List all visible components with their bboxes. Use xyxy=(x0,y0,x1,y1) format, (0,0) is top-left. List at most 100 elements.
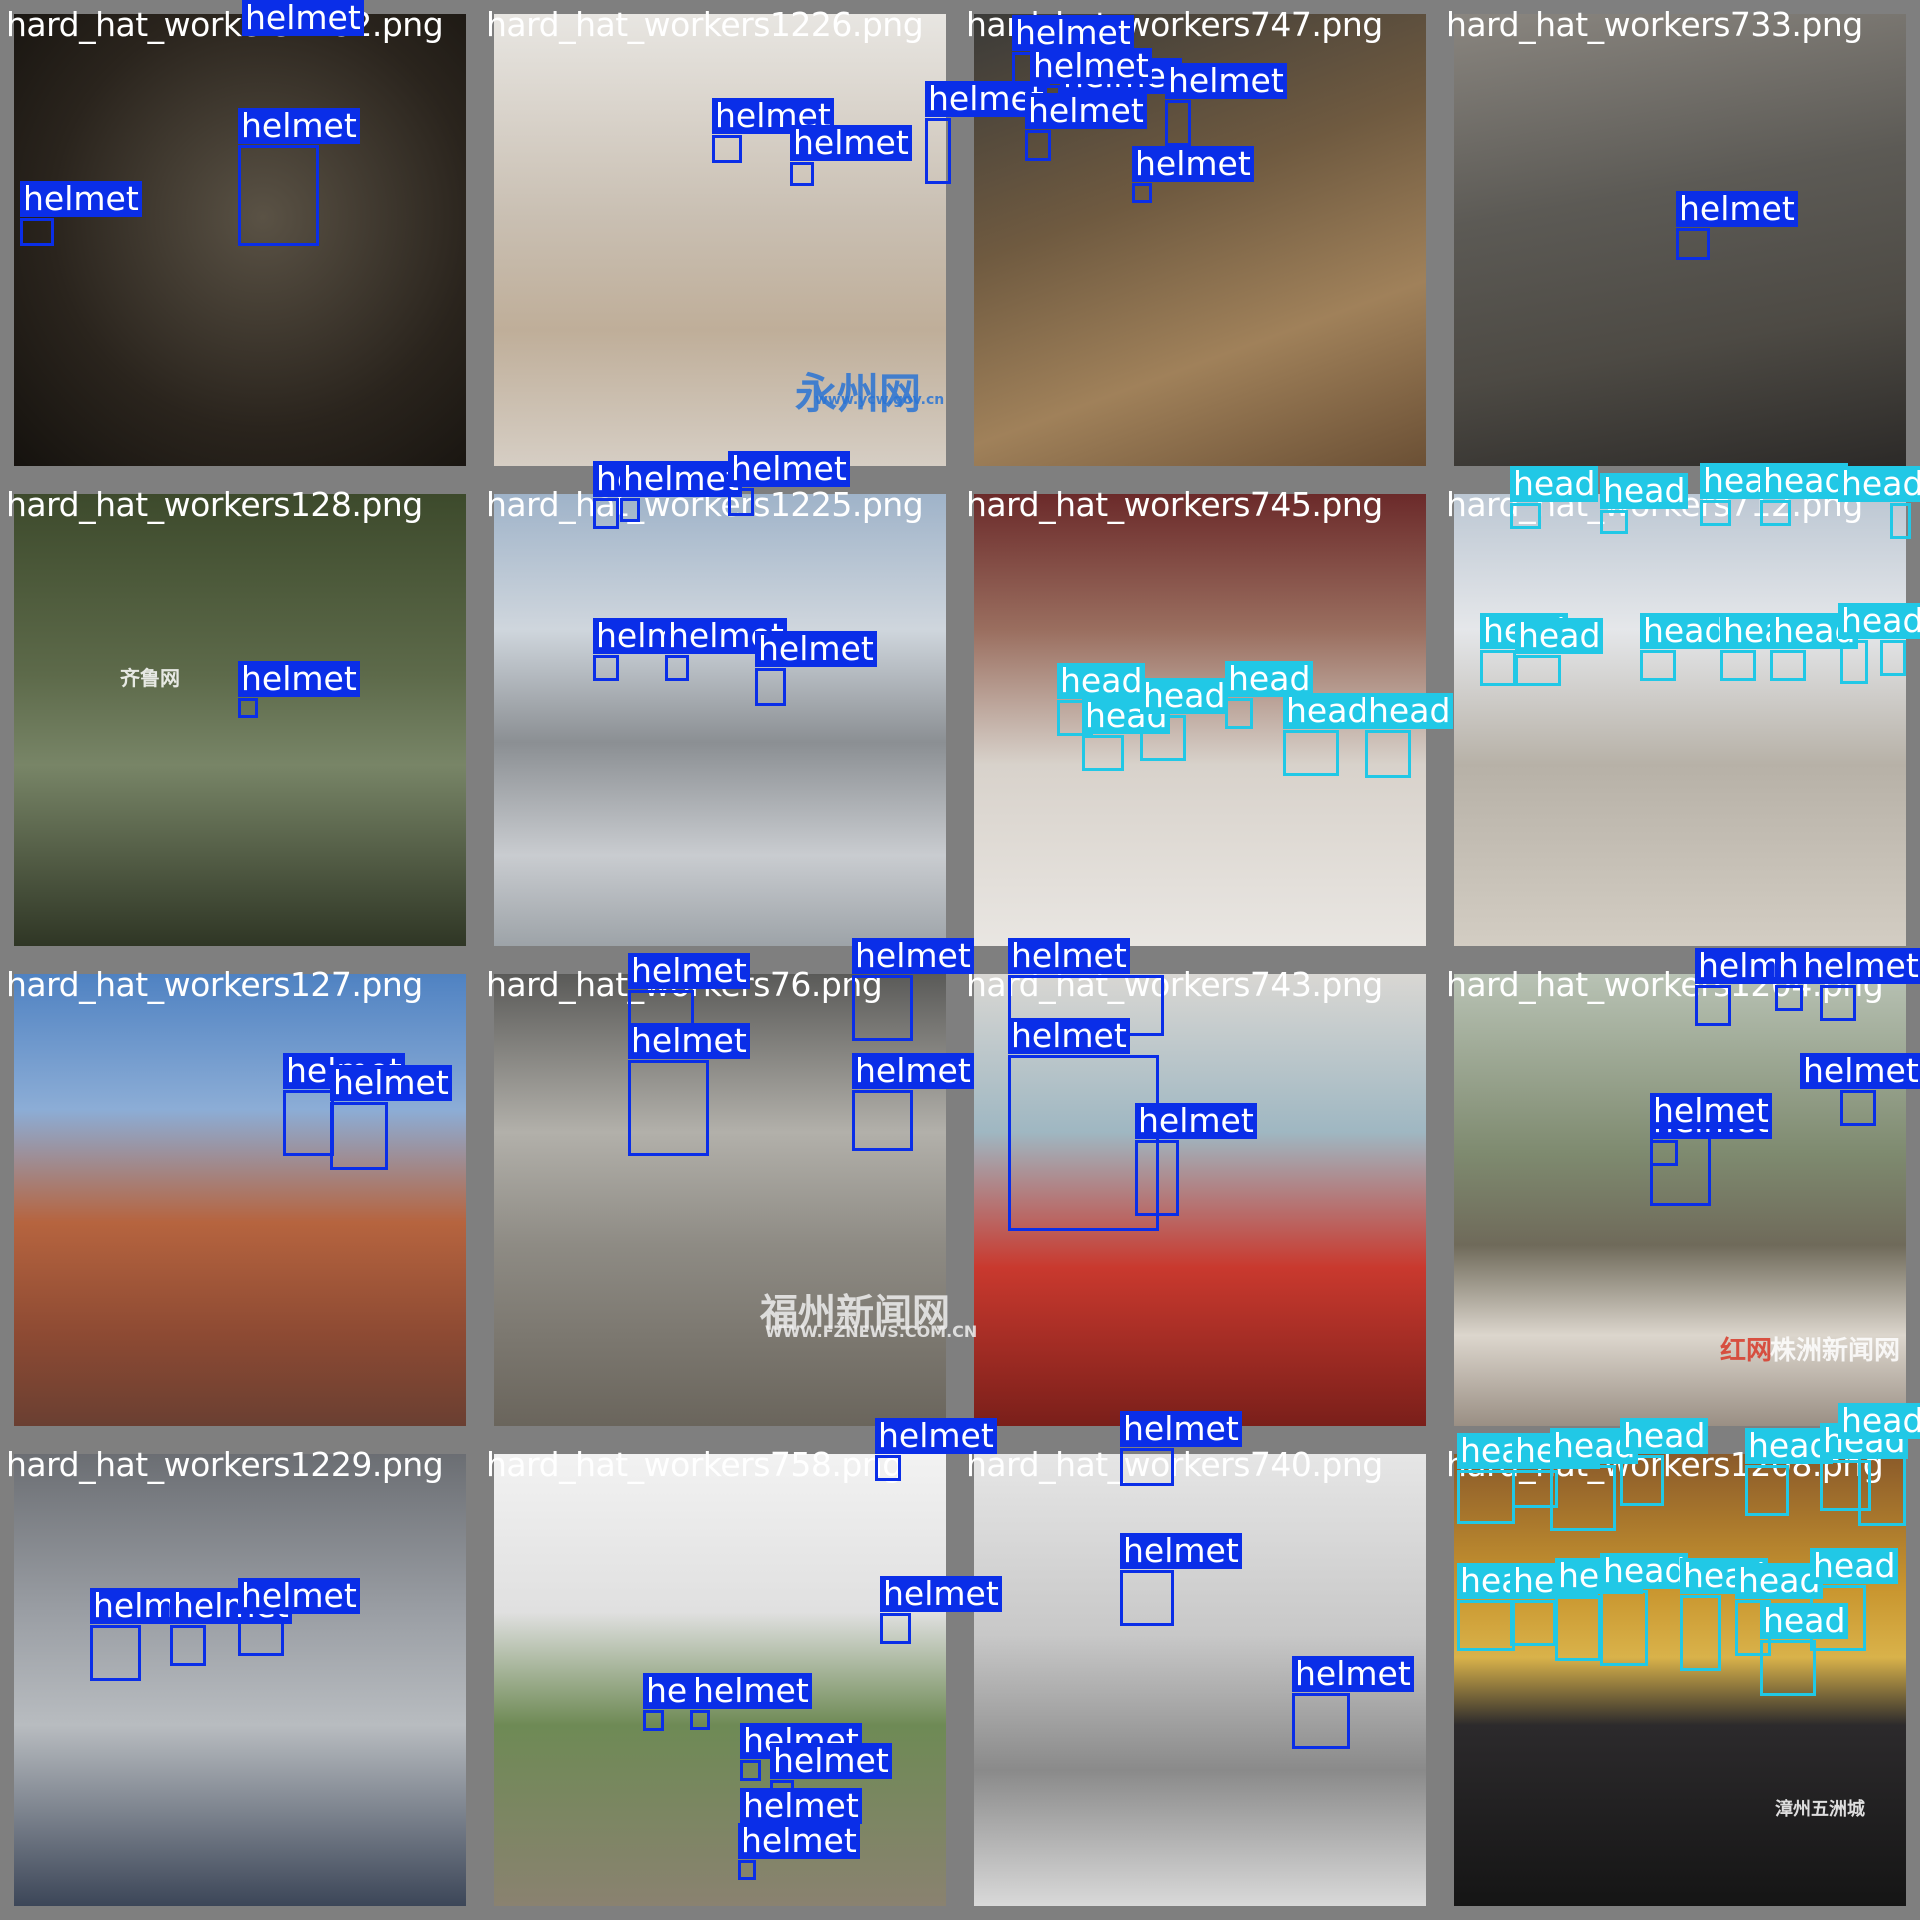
watermark-text: 福州新闻网 xyxy=(760,1291,951,1335)
helmet-detection-box xyxy=(1135,1140,1179,1216)
tile-photo xyxy=(494,14,946,466)
helmet-detection-label: helmet xyxy=(1008,1018,1130,1054)
watermark-text: 漳州五洲城 xyxy=(1775,1799,1865,1820)
helmet-detection-box xyxy=(690,1710,710,1730)
helmet-detection-label: helmet xyxy=(852,1053,974,1089)
head-detection-label: head xyxy=(1838,1403,1920,1439)
helmet-detection-label: helmet xyxy=(1012,15,1134,51)
helmet-detection-box xyxy=(665,655,689,681)
helmet-detection-box xyxy=(1120,1570,1174,1626)
tile-filename: hard_hat_workers128.png xyxy=(6,485,423,524)
helmet-detection-label: helmet xyxy=(1030,48,1152,84)
helmet-detection-box xyxy=(1025,130,1051,161)
tile-filename: hard_hat_workers740.png xyxy=(966,1445,1383,1484)
image-tile: hard_hat_workers128.png xyxy=(0,480,480,960)
helmet-detection-box xyxy=(628,1060,709,1156)
head-detection-box xyxy=(1480,650,1516,686)
helmet-detection-label: helmet xyxy=(728,451,850,487)
head-detection-label: head xyxy=(1838,466,1920,502)
helmet-detection-box xyxy=(1650,1130,1711,1206)
helmet-detection-label: helmet xyxy=(242,0,364,36)
helmet-detection-box xyxy=(1820,985,1856,1021)
head-detection-box xyxy=(1620,1455,1664,1506)
tile-photo xyxy=(14,1454,466,1906)
head-detection-label: head xyxy=(1600,1553,1689,1589)
tile-photo xyxy=(494,494,946,946)
head-detection-box xyxy=(1365,730,1411,778)
head-detection-box xyxy=(1600,510,1628,534)
head-detection-label: head xyxy=(1745,1428,1834,1464)
image-tile: hard_hat_workers1225.png xyxy=(480,480,960,960)
helmet-detection-box xyxy=(593,498,619,529)
helmet-detection-label: helmet xyxy=(1800,948,1920,984)
head-detection-box xyxy=(1760,1640,1816,1696)
head-detection-box xyxy=(1283,730,1339,776)
head-detection-label: head xyxy=(1760,463,1849,499)
head-detection-box xyxy=(1225,698,1253,729)
head-detection-label: head xyxy=(1620,1418,1709,1454)
image-tile: hard_hat_workers758.png xyxy=(480,1440,960,1920)
helmet-detection-label: helmet xyxy=(1025,93,1147,129)
head-detection-box xyxy=(1890,503,1911,539)
head-detection-box xyxy=(1082,735,1124,771)
head-detection-label: head xyxy=(1838,603,1920,639)
tile-photo xyxy=(1454,1454,1906,1906)
helmet-detection-label: helmet xyxy=(628,953,750,989)
helmet-detection-label: helmet xyxy=(620,461,742,497)
head-detection-box xyxy=(1880,640,1906,676)
helmet-detection-box xyxy=(593,655,619,681)
helmet-detection-box xyxy=(1120,1448,1174,1486)
image-tile: hard_hat_workers1229.png xyxy=(0,1440,480,1920)
tile-photo xyxy=(1454,494,1906,946)
head-detection-box xyxy=(1457,1470,1515,1524)
helmet-detection-label: helmet xyxy=(238,1578,360,1614)
head-detection-label: head xyxy=(1760,1603,1849,1639)
helmet-detection-label: helmet xyxy=(330,1065,452,1101)
helmet-detection-box xyxy=(875,1455,901,1481)
helmet-detection-box xyxy=(170,1625,206,1666)
helmet-detection-label: helmet xyxy=(1135,1103,1257,1139)
helmet-detection-label: helmet xyxy=(1292,1656,1414,1692)
tile-filename: hard_hat_workers745.png xyxy=(966,485,1383,524)
tile-filename: hard_hat_workers1229.png xyxy=(6,1445,444,1484)
helmet-detection-box xyxy=(20,218,54,246)
helmet-detection-box xyxy=(238,698,258,718)
helmet-detection-box xyxy=(1840,1090,1876,1126)
helmet-detection-box xyxy=(238,145,319,246)
head-detection-box xyxy=(1512,1470,1558,1508)
helmet-detection-box xyxy=(1676,228,1710,260)
helmet-detection-box xyxy=(925,118,951,184)
watermark-text: 株洲新闻网 xyxy=(1770,1336,1901,1366)
head-detection-box xyxy=(1600,1590,1648,1666)
helmet-detection-box xyxy=(330,1102,388,1170)
head-detection-box xyxy=(1510,1600,1556,1646)
tile-photo xyxy=(1454,974,1906,1426)
helmet-detection-box xyxy=(852,1090,913,1151)
tile-photo xyxy=(14,494,466,946)
helmet-detection-label: helmet xyxy=(770,1743,892,1779)
tile-filename: hard_hat_workers1182.png xyxy=(6,5,444,44)
helmet-detection-box xyxy=(90,1625,141,1681)
helmet-detection-box xyxy=(755,668,786,706)
tile-filename: hard_hat_workers758.png xyxy=(486,1445,903,1484)
image-tile: hard_hat_workers1226.png xyxy=(480,0,960,480)
tile-photo xyxy=(14,974,466,1426)
helmet-detection-label: helmet xyxy=(20,181,142,217)
image-tile: hard_hat_workers1204.png xyxy=(1440,960,1920,1440)
tile-filename: hard_hat_workers127.png xyxy=(6,965,423,1004)
head-detection-label: head xyxy=(1515,618,1604,654)
helmet-detection-label: helmet xyxy=(1650,1093,1772,1129)
head-detection-label: head xyxy=(1735,1563,1824,1599)
helmet-detection-label: helmet xyxy=(238,661,360,697)
head-detection-box xyxy=(1640,650,1676,681)
head-detection-box xyxy=(1510,503,1541,529)
head-detection-box xyxy=(1770,650,1806,681)
helmet-detection-box xyxy=(1008,1055,1159,1231)
head-detection-box xyxy=(1550,1465,1616,1531)
helmet-detection-label: helmet xyxy=(1120,1411,1242,1447)
helmet-detection-label: helmet xyxy=(790,125,912,161)
watermark-text: 红网 xyxy=(1720,1336,1773,1366)
head-detection-box xyxy=(1820,1460,1871,1511)
head-detection-box xyxy=(1555,1595,1601,1661)
head-detection-label: head xyxy=(1600,473,1689,509)
